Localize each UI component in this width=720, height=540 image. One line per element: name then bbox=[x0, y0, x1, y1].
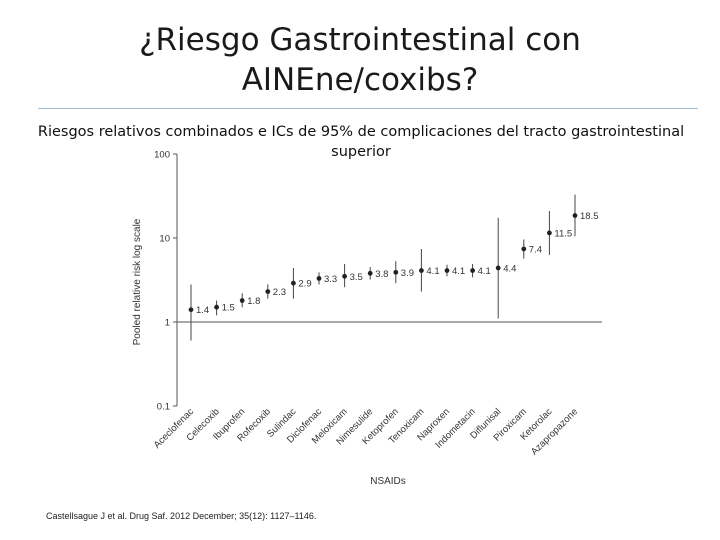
estimate-point bbox=[521, 246, 527, 252]
y-tick-label: 0.1 bbox=[157, 402, 170, 413]
value-label: 3.5 bbox=[350, 272, 363, 283]
estimate-point bbox=[316, 276, 322, 281]
y-tick-label: 10 bbox=[159, 234, 170, 245]
value-label: 2.3 bbox=[273, 287, 286, 298]
estimate-point bbox=[214, 304, 219, 310]
y-tick-label: 1 bbox=[165, 318, 170, 329]
citation: Castellsague J et al. Drug Saf. 2012 Dec… bbox=[46, 511, 317, 521]
value-label: 7.4 bbox=[529, 244, 542, 255]
estimate-point bbox=[265, 289, 271, 295]
title-divider bbox=[38, 108, 698, 109]
slide-title: ¿Riesgo Gastrointestinal con AINEne/coxi… bbox=[0, 20, 720, 100]
estimate-point bbox=[444, 268, 450, 273]
estimate-point bbox=[342, 273, 347, 279]
value-label: 3.8 bbox=[375, 269, 388, 280]
value-label: 4.4 bbox=[503, 263, 516, 274]
value-label: 2.9 bbox=[298, 279, 311, 290]
value-label: 3.3 bbox=[324, 274, 337, 285]
estimate-point bbox=[495, 265, 501, 271]
value-label: 4.1 bbox=[452, 266, 465, 277]
value-label: 1.4 bbox=[196, 305, 209, 316]
estimate-point bbox=[572, 213, 578, 218]
estimate-point bbox=[291, 280, 296, 286]
value-label: 18.5 bbox=[580, 211, 599, 222]
value-label: 11.5 bbox=[554, 228, 572, 239]
estimate-point bbox=[547, 230, 552, 236]
y-axis-label: Pooled relative risk log scale bbox=[132, 218, 143, 345]
category-label: Aceclofenac bbox=[152, 406, 197, 451]
y-tick-label: 100 bbox=[154, 150, 170, 161]
estimate-point bbox=[470, 268, 475, 273]
estimate-point bbox=[393, 269, 399, 275]
value-label: 1.8 bbox=[247, 296, 260, 307]
estimate-point bbox=[188, 307, 194, 313]
x-axis-label: NSAIDs bbox=[370, 476, 406, 487]
slide-title-line-1: ¿Riesgo Gastrointestinal con bbox=[139, 22, 581, 58]
estimate-point bbox=[419, 268, 424, 273]
value-label: 1.5 bbox=[222, 303, 235, 314]
slide-title-line-2: AINEne/coxibs? bbox=[241, 62, 479, 98]
chart-subtitle: Riesgos relativos combinados e ICs de 95… bbox=[37, 124, 685, 160]
value-label: 4.1 bbox=[478, 266, 491, 277]
forest-plot-chart: 0.1 1 10 100 1.4 1.5 1.8 2.3 2.9 3.3 3.5 3.8 3.9 4.1… bbox=[132, 150, 602, 487]
estimate-point bbox=[239, 298, 245, 303]
value-label: 4.1 bbox=[426, 266, 439, 277]
value-label: 3.9 bbox=[401, 268, 414, 279]
estimate-point bbox=[367, 270, 373, 276]
